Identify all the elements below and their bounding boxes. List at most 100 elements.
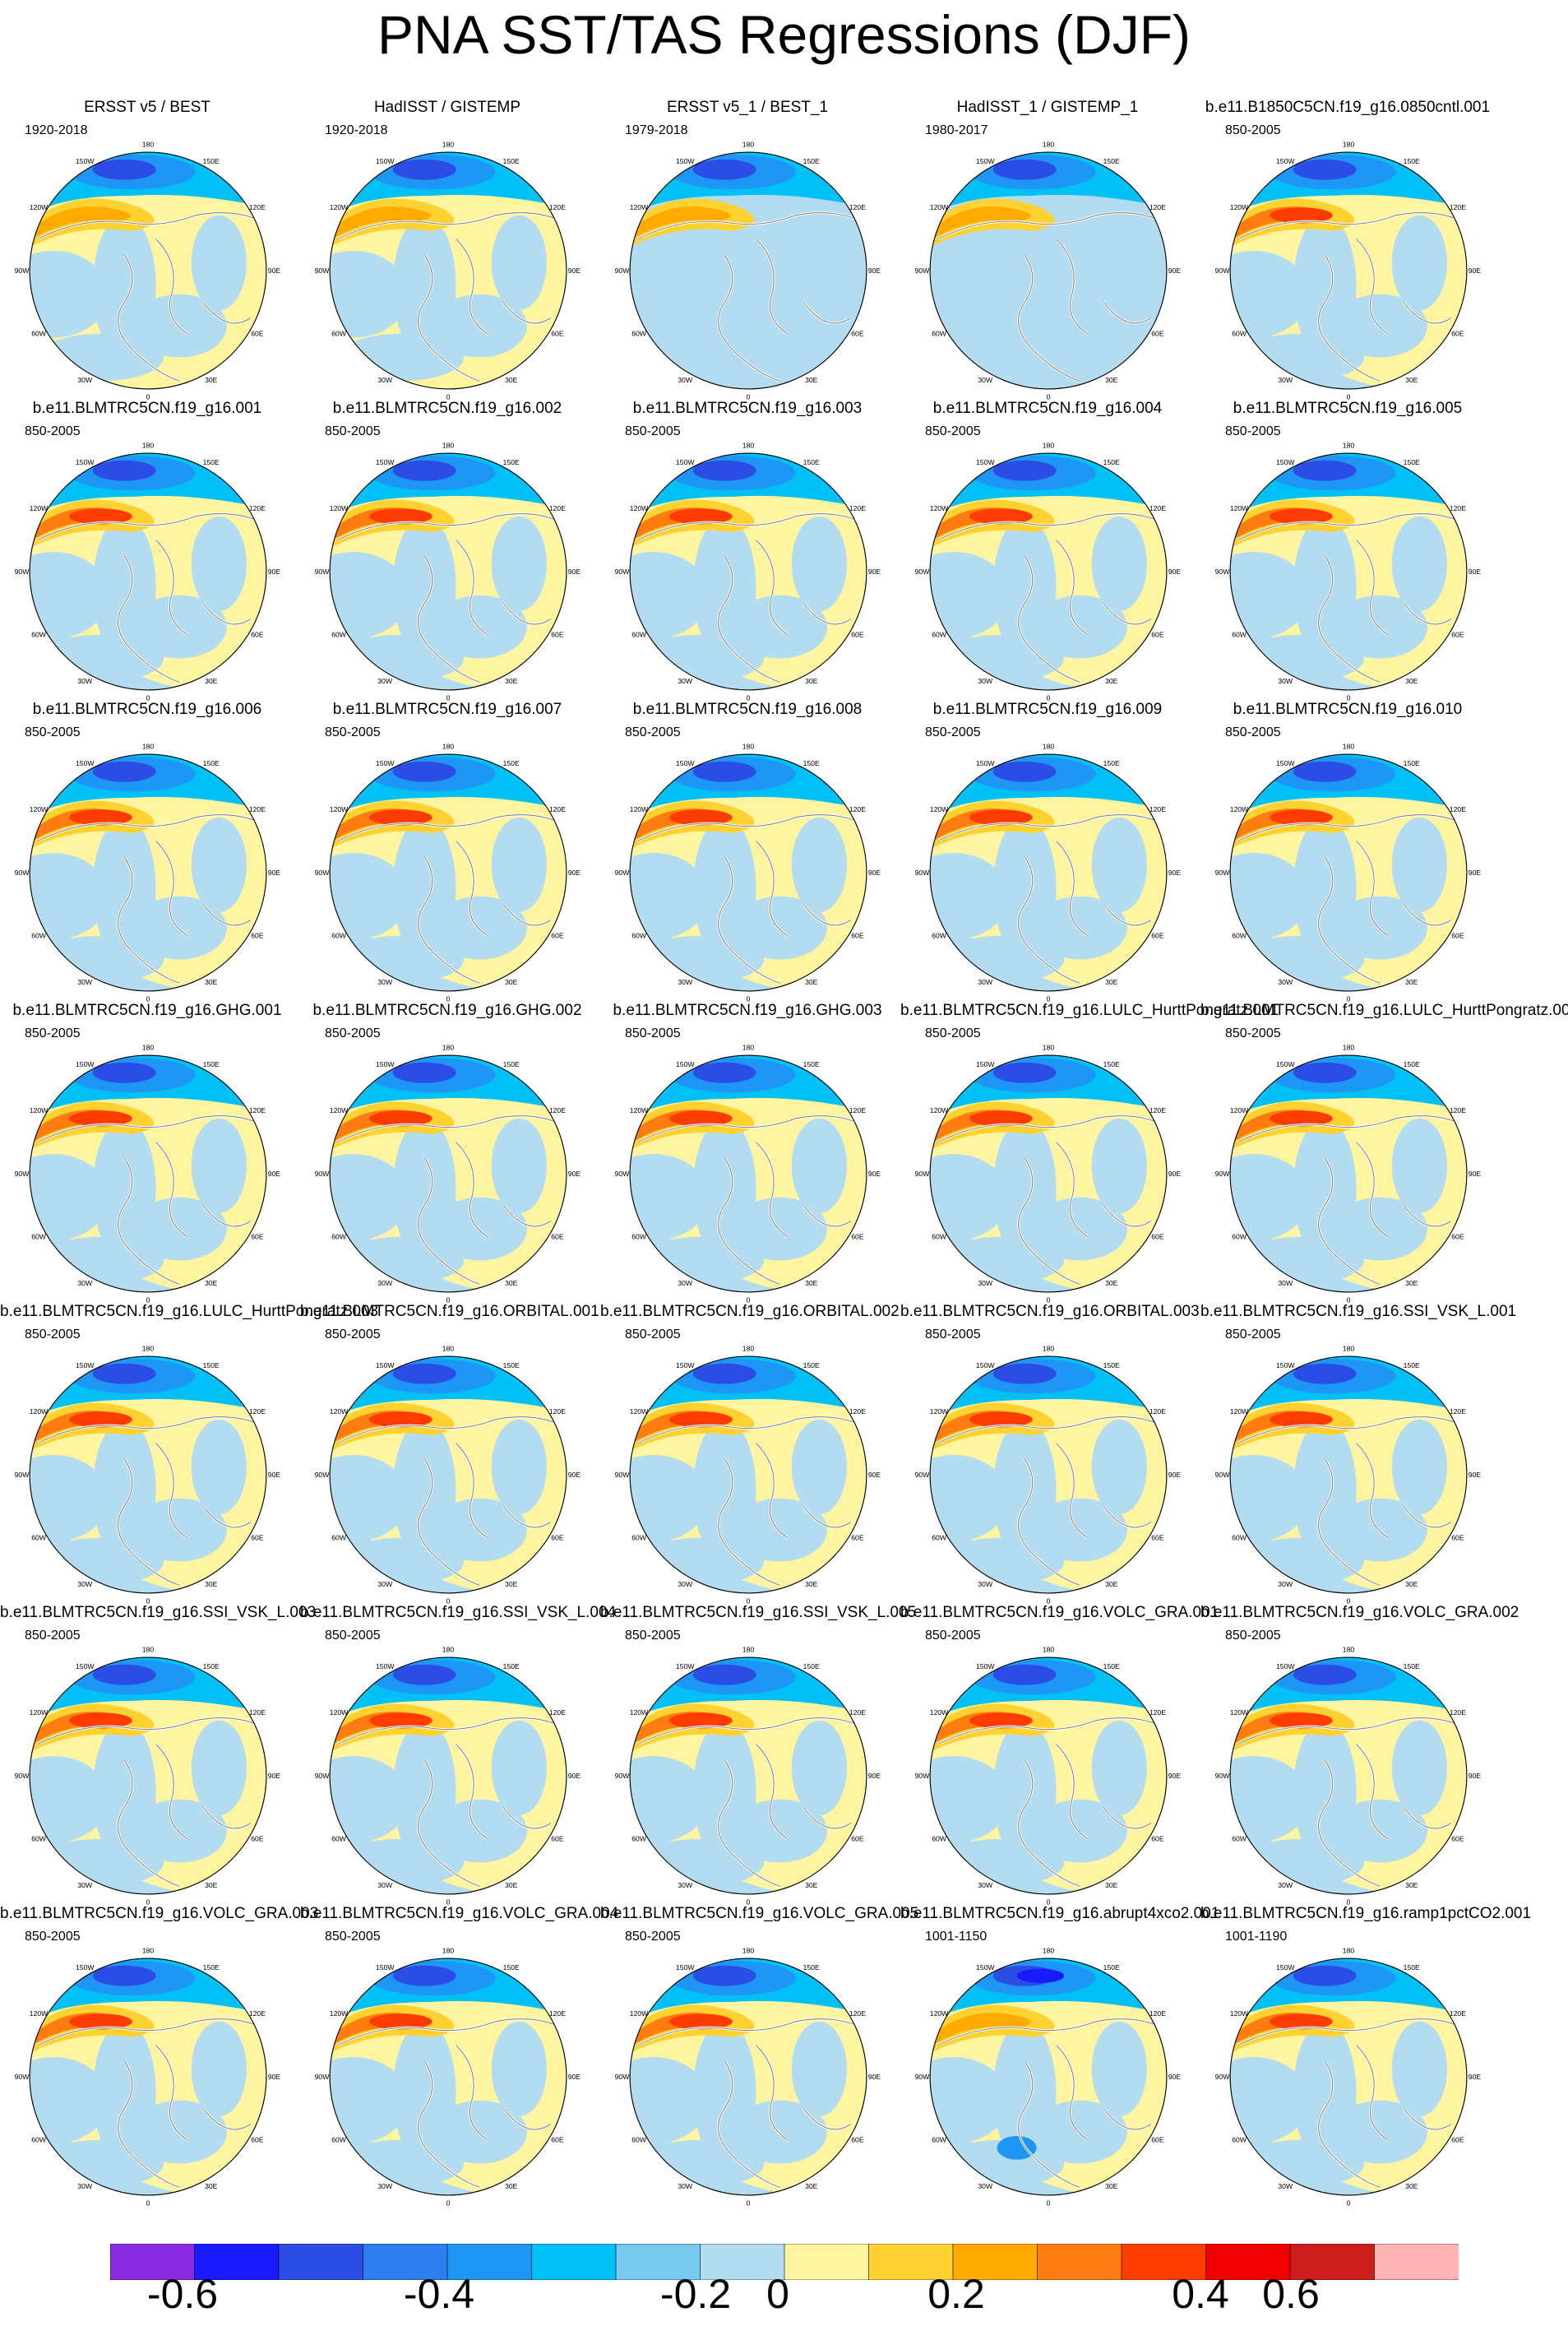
colorbar-segment [531, 2244, 617, 2280]
negative-anomaly-region [191, 1419, 247, 1514]
longitude-label: 120E [549, 1407, 566, 1416]
negative-anomaly-region [692, 1720, 756, 1863]
coastline [337, 513, 567, 541]
negative-anomaly-region [791, 817, 847, 912]
longitude-label: 120E [549, 1708, 566, 1717]
longitude-label: 90E [1168, 1170, 1182, 1178]
longitude-label: 60W [331, 1835, 347, 1843]
negative-anomaly-region [30, 251, 109, 338]
longitude-label: 120E [249, 203, 266, 211]
longitude-label: 0 [446, 2199, 451, 2207]
longitude-label: 0 [446, 1897, 451, 1906]
coastline [1056, 239, 1089, 335]
longitude-label: 60E [1151, 932, 1164, 940]
coastline [1403, 2108, 1451, 2130]
coastline [756, 2045, 789, 2141]
longitude-label: 60W [331, 330, 347, 338]
positive-anomaly-max [969, 1110, 1033, 1127]
coastline [1018, 555, 1080, 683]
coastline [37, 1416, 266, 1444]
positive-anomaly-max [669, 1110, 733, 1127]
polar-map: 180 150E 120E 90E 60E 30E 0 30W 60W 90W 120W 150W [1215, 441, 1482, 702]
longitude-label: 90E [868, 1471, 881, 1479]
coastline [1103, 904, 1151, 926]
longitude-label: 60E [851, 330, 864, 338]
longitude-label: 30E [805, 677, 818, 685]
map-panel: b.e11.BLMTRC5CN.f19_g16.006 850-2005 180 15… [0, 701, 294, 1005]
longitude-label: 150E [203, 1361, 220, 1369]
negative-anomaly-region [92, 215, 156, 358]
longitude-label: 180 [142, 1344, 155, 1352]
negative-anomaly-max [392, 761, 456, 782]
negative-anomaly-region [330, 853, 409, 940]
coastline [1056, 540, 1089, 636]
longitude-label: 150W [676, 1662, 695, 1670]
longitude-label: 30W [77, 2182, 93, 2190]
coastline [418, 856, 480, 984]
longitude-label: 150W [376, 759, 395, 767]
longitude-label: 30E [1105, 677, 1118, 685]
coastline [37, 212, 266, 240]
longitude-label: 30W [1278, 1580, 1293, 1588]
negative-anomaly-region [1091, 516, 1147, 611]
colorbar-segment [194, 2244, 280, 2280]
longitude-label: 30E [505, 2182, 518, 2190]
negative-anomaly-region [92, 1118, 156, 1261]
longitude-label: 30W [377, 677, 393, 685]
longitude-label: 120W [330, 504, 349, 512]
coastline [937, 212, 1167, 240]
longitude-label: 150E [1103, 1662, 1120, 1670]
longitude-label: 60W [932, 2136, 947, 2144]
panel-period: 850-2005 [325, 1328, 381, 1341]
longitude-label: 90W [915, 2073, 931, 2081]
coastline [1237, 2018, 1467, 2046]
longitude-label: 60E [851, 631, 864, 639]
negative-anomaly-region [330, 552, 409, 639]
longitude-label: 90W [15, 869, 30, 877]
longitude-label: 60W [932, 1233, 947, 1241]
longitude-label: 150W [676, 1963, 695, 1972]
map-boundary [1229, 1054, 1468, 1293]
polar-map: 180 150E 120E 90E 60E 30E 0 30W 60W 90W 120W 150W [915, 1344, 1182, 1605]
longitude-label: 150E [803, 1963, 820, 1972]
coastline [756, 1443, 789, 1539]
map-panel: b.e11.BLMTRC5CN.f19_g16.SSI_VSK_L.004 850… [300, 1604, 616, 1908]
coastline [756, 1744, 789, 1840]
negative-anomaly-max [992, 159, 1057, 180]
colorbar-segment [363, 2244, 448, 2280]
positive-anomaly-max [969, 809, 1033, 826]
polar-map: 180 150E 120E 90E 60E 30E 0 30W 60W 90W 120W 150W [1215, 1344, 1482, 1605]
panel-period: 850-2005 [25, 1629, 81, 1643]
map-boundary [29, 1054, 267, 1293]
longitude-label: 30W [77, 376, 93, 384]
longitude-label: 0 [1047, 1596, 1051, 1605]
coastline [37, 1717, 266, 1745]
longitude-label: 90E [1168, 2073, 1182, 2081]
longitude-label: 30W [678, 677, 693, 685]
negative-anomaly-region [930, 2057, 1010, 2144]
longitude-label: 120W [1230, 1708, 1249, 1717]
longitude-label: 150W [76, 1662, 95, 1670]
negative-anomaly-region [30, 552, 109, 639]
panel-period: 850-2005 [1225, 123, 1281, 137]
map-panel: b.e11.BLMTRC5CN.f19_g16.002 850-2005 180 15… [300, 400, 594, 704]
longitude-label: 120E [1450, 1708, 1466, 1717]
coastline [118, 555, 180, 683]
longitude-label: 60E [251, 2136, 264, 2144]
map-boundary [29, 1355, 267, 1594]
panel-period: 850-2005 [1225, 424, 1281, 438]
longitude-label: 120E [849, 805, 866, 813]
longitude-label: 0 [146, 1295, 150, 1304]
panel-period: 1001-1190 [1225, 1930, 1288, 1944]
coastline [456, 1744, 488, 1840]
negative-anomaly-region [997, 2135, 1037, 2160]
negative-anomaly-region [930, 552, 1010, 639]
longitude-label: 150E [503, 1963, 520, 1972]
negative-anomaly-region [630, 251, 710, 338]
coastline [803, 1506, 851, 1528]
polar-map: 180 150E 120E 90E 60E 30E 0 30W 60W 90W 120W 150W [1215, 1645, 1482, 1906]
panel-title: b.e11.BLMTRC5CN.f19_g16.VOLC_GRA.004 [300, 1905, 619, 1922]
longitude-label: 90E [268, 1471, 281, 1479]
map-boundary [1229, 1958, 1468, 2196]
positive-anomaly-max [369, 508, 432, 525]
